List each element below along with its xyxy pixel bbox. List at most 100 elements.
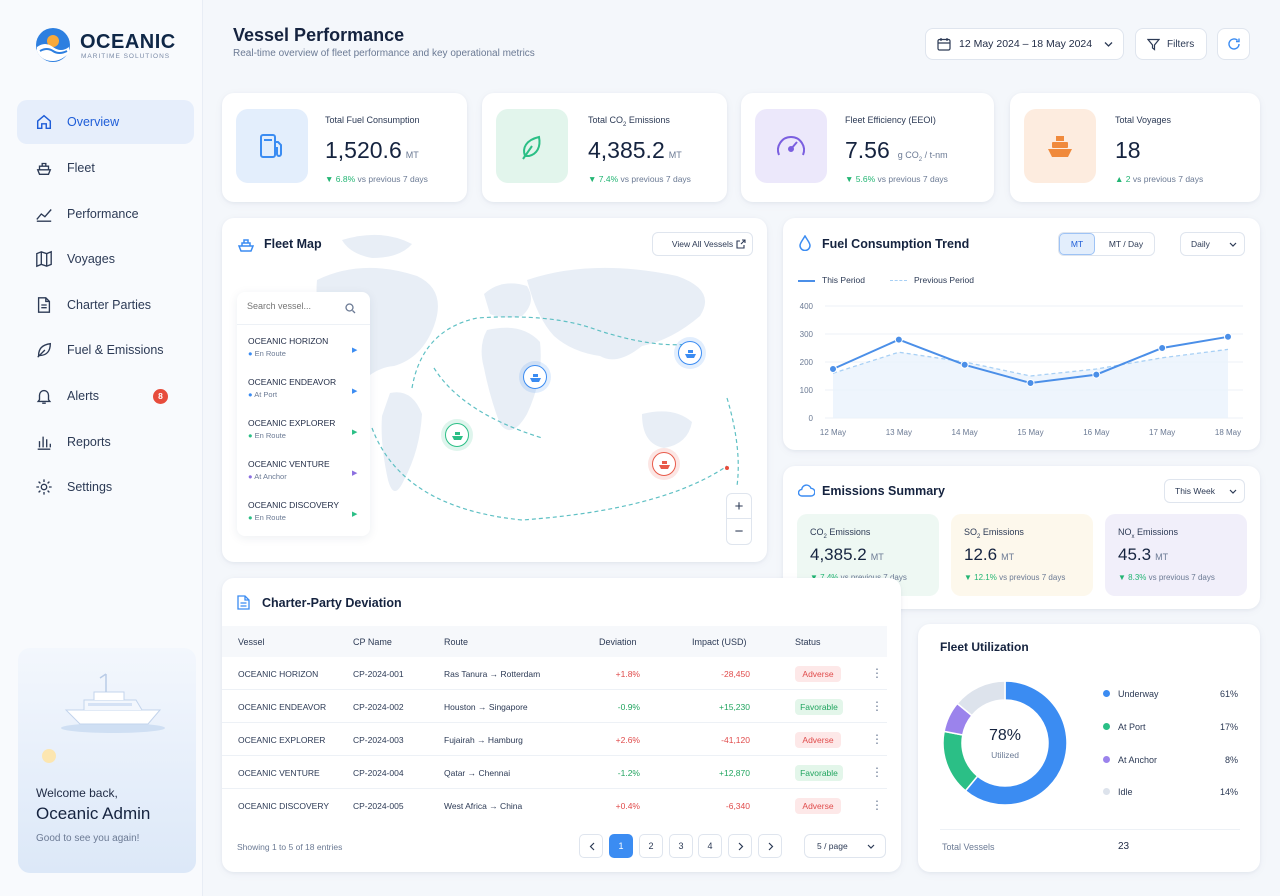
- row-menu-icon[interactable]: ⋮: [871, 699, 883, 713]
- table-row[interactable]: OCEANIC HORIZON CP-2024-001 Ras Tanura → R…: [222, 657, 887, 690]
- table-row[interactable]: OCEANIC ENDEAVOR CP-2024-002 Houston → Sin…: [222, 690, 887, 723]
- vessel-list-item[interactable]: OCEANIC DISCOVERY ● En Route ▶: [248, 500, 358, 522]
- period-select[interactable]: Daily: [1180, 232, 1245, 256]
- zoom-controls: + −: [726, 493, 752, 545]
- refresh-button[interactable]: [1217, 28, 1250, 60]
- emission-value: 45.3 MT: [1118, 545, 1169, 564]
- logo-icon: [35, 27, 71, 63]
- brand-name: OCEANIC: [80, 31, 176, 53]
- column-header-status[interactable]: Status: [795, 637, 821, 647]
- vessel-list-item[interactable]: OCEANIC EXPLORER ● En Route ▶: [248, 418, 358, 440]
- status-badge: Favorable: [795, 765, 843, 781]
- row-menu-icon[interactable]: ⋮: [871, 666, 883, 680]
- view-all-vessels-button[interactable]: View All Vessels: [652, 232, 753, 256]
- pagination-page-4[interactable]: 4: [698, 834, 722, 858]
- leaf-icon: [37, 342, 51, 358]
- this-period-point[interactable]: [1224, 332, 1232, 341]
- cp-name-cell: CP-2024-003: [353, 735, 404, 745]
- fuel-trend-chart[interactable]: 0 100 200 300 400 12 May 13 May 14 May 15 May 16 …: [783, 290, 1260, 450]
- column-header-impact[interactable]: Impact (USD): [692, 637, 747, 647]
- pagination-page-3[interactable]: 3: [669, 834, 693, 858]
- this-period-point[interactable]: [829, 365, 837, 373]
- zoom-in-button[interactable]: +: [727, 494, 751, 519]
- caret-right-icon: ▶: [352, 511, 358, 518]
- pagination-page-2[interactable]: 2: [639, 834, 663, 858]
- welcome-card: Welcome back, Oceanic Admin Good to see …: [18, 648, 196, 873]
- vessel-marker[interactable]: [445, 423, 469, 447]
- zoom-out-button[interactable]: −: [734, 523, 744, 540]
- this-period-point[interactable]: [1026, 379, 1035, 387]
- this-period-point[interactable]: [894, 335, 903, 344]
- this-period-point[interactable]: [1158, 344, 1167, 352]
- search-icon[interactable]: [345, 303, 356, 314]
- utilization-center-value: 78%: [988, 727, 1022, 744]
- emissions-period-select[interactable]: This Week: [1164, 479, 1245, 503]
- row-menu-icon[interactable]: ⋮: [871, 732, 883, 746]
- sidebar-item-settings[interactable]: Settings: [17, 465, 194, 509]
- column-header-deviation[interactable]: Deviation: [599, 637, 637, 647]
- kpi-label: Fleet Efficiency (EEOI): [845, 115, 936, 125]
- vessel-search-input[interactable]: [247, 301, 342, 311]
- row-menu-icon[interactable]: ⋮: [871, 798, 883, 812]
- page-size-select[interactable]: 5 / page: [804, 834, 886, 858]
- deviation-cell: +2.6%: [615, 735, 640, 745]
- this-period-point[interactable]: [960, 360, 969, 369]
- emission-value: 12.6 MT: [964, 545, 1015, 564]
- column-header-route[interactable]: Route: [444, 637, 469, 647]
- column-header-cp-name[interactable]: CP Name: [353, 637, 392, 647]
- sidebar-item-voyages[interactable]: Voyages: [17, 237, 194, 281]
- table-row[interactable]: OCEANIC DISCOVERY CP-2024-005 West Africa …: [222, 789, 887, 822]
- legend-label: At Anchor: [1118, 755, 1158, 765]
- table-row[interactable]: OCEANIC VENTURE CP-2024-004 Qatar → Chenna…: [222, 756, 887, 789]
- pagination-next-button[interactable]: [728, 834, 752, 858]
- brand-tagline: MARITIME SOLUTIONS: [81, 53, 171, 60]
- so2-emissions-tile: SO2 Emissions 12.6 MT ▼ 12.1% vs previous…: [951, 514, 1093, 596]
- vessel-marker[interactable]: [678, 341, 702, 365]
- donut-segment-at-port[interactable]: [942, 730, 979, 792]
- ship-illustration-icon: [61, 673, 165, 733]
- sidebar-item-overview[interactable]: Overview: [17, 100, 194, 144]
- calendar-icon: [937, 38, 951, 51]
- impact-cell: -6,340: [725, 801, 750, 811]
- table-header-row: [222, 626, 887, 657]
- unit-toggle-mt[interactable]: MT: [1059, 233, 1095, 255]
- ship-icon: [36, 162, 52, 175]
- legend-percent: 14%: [1219, 787, 1238, 797]
- ship-icon: [685, 350, 696, 358]
- sidebar-item-charter-parties[interactable]: Charter Parties: [17, 283, 194, 327]
- vessel-list-item[interactable]: OCEANIC HORIZON ● En Route ▶: [248, 336, 358, 358]
- legend-label: Idle: [1118, 787, 1133, 797]
- vessel-list-item[interactable]: OCEANIC ENDEAVOR ● At Port ▶: [248, 377, 358, 399]
- donut-segment-underway[interactable]: [964, 680, 1068, 806]
- sidebar-item-fuel-emissions[interactable]: Fuel & Emissions: [17, 328, 194, 372]
- table-row[interactable]: OCEANIC EXPLORER CP-2024-003 Fujairah → Ha…: [222, 723, 887, 756]
- donut-segment-idle[interactable]: [956, 680, 1006, 717]
- sidebar-item-performance[interactable]: Performance: [17, 192, 194, 236]
- welcome-user-name: Oceanic Admin: [36, 804, 151, 823]
- unit-toggle-mt-day[interactable]: MT / Day: [1108, 239, 1144, 249]
- filters-button[interactable]: Filters: [1135, 28, 1207, 60]
- emission-value: 4,385.2 MT: [810, 545, 884, 564]
- row-menu-icon[interactable]: ⋮: [871, 765, 883, 779]
- pagination-last-button[interactable]: [758, 834, 782, 858]
- x-tick-label: 18 May: [1215, 428, 1241, 437]
- sidebar-item-alerts[interactable]: Alerts 8: [17, 374, 194, 418]
- x-tick-label: 16 May: [1083, 428, 1109, 437]
- sidebar-item-fleet[interactable]: Fleet: [17, 146, 194, 190]
- kpi-card-efficiency: Fleet Efficiency (EEOI) 7.56 g CO2 / t-nm…: [741, 93, 994, 202]
- vessel-list-item[interactable]: OCEANIC VENTURE ● At Anchor ▶: [248, 459, 358, 481]
- utilization-donut-chart[interactable]: [940, 678, 1070, 808]
- sidebar-item-reports[interactable]: Reports: [17, 420, 194, 464]
- pagination-page-1[interactable]: 1: [609, 834, 633, 858]
- date-range-picker[interactable]: 12 May 2024 – 18 May 2024: [925, 28, 1124, 60]
- pagination-prev-button[interactable]: [579, 834, 603, 858]
- external-link-icon: [736, 239, 746, 249]
- cp-name-cell: CP-2024-002: [353, 702, 404, 712]
- sidebar-item-label: Settings: [67, 480, 113, 494]
- kpi-label: Total Voyages: [1115, 115, 1172, 125]
- this-period-point[interactable]: [1092, 370, 1101, 379]
- vessel-marker[interactable]: [523, 365, 547, 389]
- route-cell: Qatar → Chennai: [444, 768, 511, 778]
- column-header-vessel[interactable]: Vessel: [238, 637, 265, 647]
- vessel-marker[interactable]: [652, 452, 676, 476]
